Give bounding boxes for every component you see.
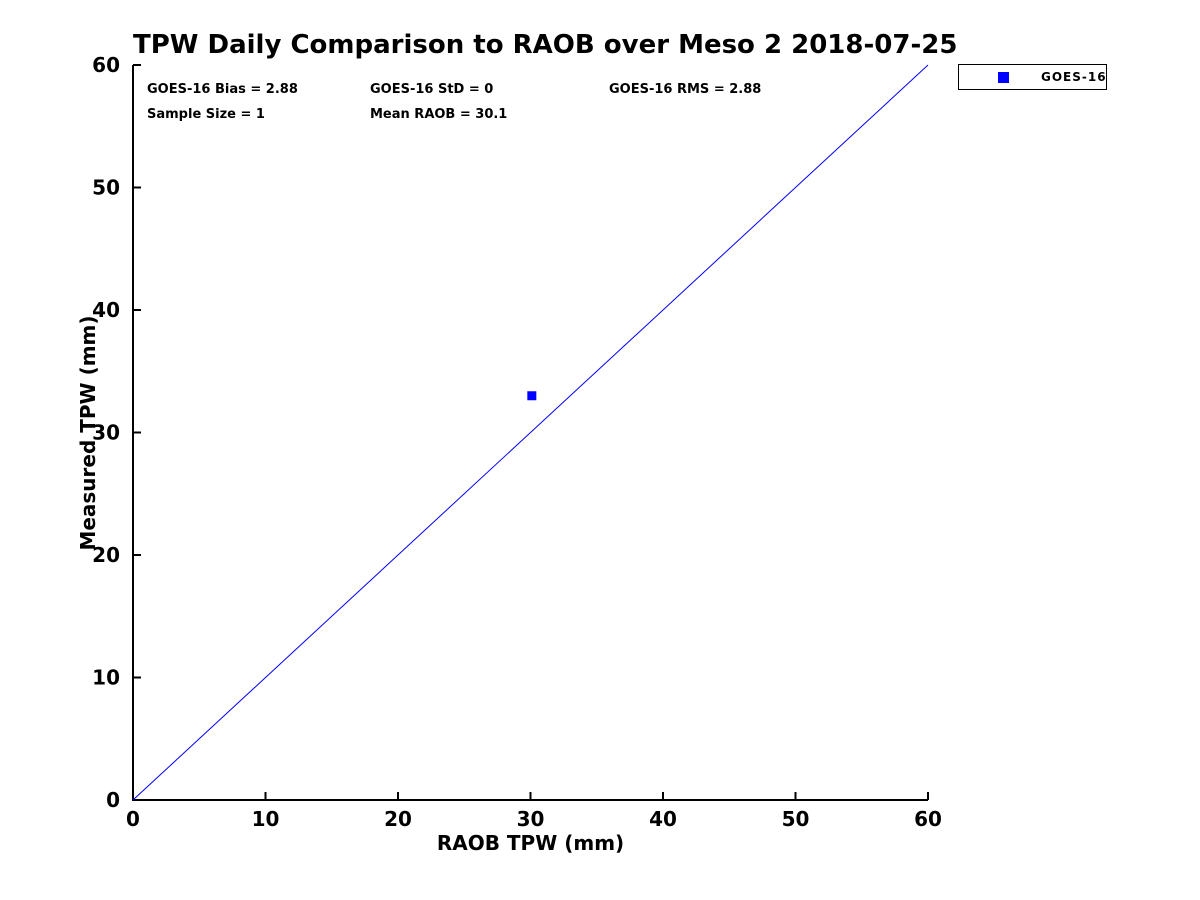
x-tick-label: 40 bbox=[649, 807, 677, 831]
x-tick-label: 60 bbox=[914, 807, 942, 831]
stat-mean-raob: Mean RAOB = 30.1 bbox=[370, 107, 508, 122]
y-tick-label: 20 bbox=[92, 543, 120, 567]
legend: GOES-16 bbox=[958, 64, 1107, 90]
stat-rms: GOES-16 RMS = 2.88 bbox=[609, 82, 762, 97]
legend-square-marker-icon bbox=[998, 71, 1009, 83]
y-tick-label: 40 bbox=[92, 298, 120, 322]
x-tick-label: 50 bbox=[782, 807, 810, 831]
y-tick-label: 0 bbox=[106, 788, 120, 812]
data-point-GOES-16 bbox=[527, 391, 537, 401]
stat-std: GOES-16 StD = 0 bbox=[370, 82, 494, 97]
x-tick-label: 20 bbox=[384, 807, 412, 831]
y-tick-label: 10 bbox=[92, 666, 120, 690]
y-tick-label: 50 bbox=[92, 176, 120, 200]
chart-title: TPW Daily Comparison to RAOB over Meso 2… bbox=[133, 30, 958, 60]
y-tick-label: 30 bbox=[92, 421, 120, 445]
y-tick-label: 60 bbox=[92, 53, 120, 77]
stat-sample-size: Sample Size = 1 bbox=[147, 107, 265, 122]
x-tick-label: 10 bbox=[252, 807, 280, 831]
stat-bias: GOES-16 Bias = 2.88 bbox=[147, 82, 298, 97]
x-axis-label: RAOB TPW (mm) bbox=[436, 831, 625, 855]
series-line-one-to-one-reference-line bbox=[132, 64, 929, 801]
x-tick-label: 30 bbox=[517, 807, 545, 831]
y-axis-label: Measured TPW (mm) bbox=[76, 315, 100, 551]
legend-label: GOES-16 bbox=[1041, 70, 1107, 84]
x-tick-label: 0 bbox=[126, 807, 140, 831]
